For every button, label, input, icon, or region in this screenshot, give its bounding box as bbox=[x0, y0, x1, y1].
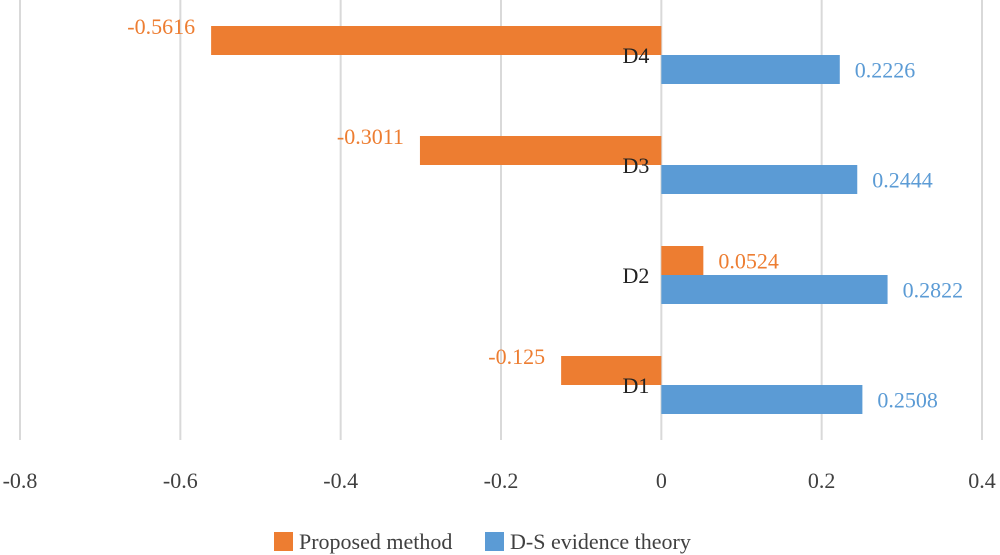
bar-proposed-method-d4 bbox=[211, 26, 662, 55]
bar-proposed-method-d3 bbox=[419, 136, 662, 165]
bar-d-s-evidence-theory-d3 bbox=[661, 165, 858, 194]
legend-swatch-proposed-method bbox=[274, 532, 293, 551]
x-tick-label-0: 0 bbox=[656, 468, 667, 493]
category-label-d3: D3 bbox=[622, 153, 649, 178]
data-label-proposed-method-d4: -0.5616 bbox=[127, 14, 195, 39]
x-tick-label-0-2: -0.2 bbox=[484, 468, 519, 493]
category-label-d1: D1 bbox=[622, 373, 649, 398]
legend: Proposed method D-S evidence theory bbox=[274, 529, 691, 554]
bar-d-s-evidence-theory-d2 bbox=[661, 275, 888, 304]
x-tick-label-0-8: -0.8 bbox=[3, 468, 38, 493]
data-label-d-s-evidence-theory-d1: 0.2508 bbox=[877, 388, 938, 413]
bar-d-s-evidence-theory-d4 bbox=[661, 55, 840, 84]
x-tick-label-0-4: -0.4 bbox=[323, 468, 358, 493]
data-label-proposed-method-d2: 0.0524 bbox=[718, 249, 779, 274]
bar-d-s-evidence-theory-d1 bbox=[661, 385, 863, 414]
x-axis-tick-labels: -0.8 -0.6 -0.4 -0.2 0 0.2 0.4 bbox=[3, 468, 996, 493]
data-label-proposed-method-d3: -0.3011 bbox=[337, 124, 404, 149]
data-labels: -0.125 0.2508 0.0524 0.2822 -0.3011 0.2444 -0.… bbox=[127, 14, 963, 413]
bar-proposed-method-d1 bbox=[561, 356, 662, 385]
legend-label-proposed-method: Proposed method bbox=[299, 529, 452, 554]
data-label-d-s-evidence-theory-d4: 0.2226 bbox=[855, 58, 916, 83]
data-label-d-s-evidence-theory-d3: 0.2444 bbox=[872, 168, 933, 193]
category-label-d4: D4 bbox=[622, 43, 649, 68]
bar-proposed-method-d2 bbox=[661, 246, 704, 275]
category-labels: D1 D2 D3 D4 bbox=[622, 43, 649, 398]
data-label-proposed-method-d1: -0.125 bbox=[488, 344, 545, 369]
legend-swatch-ds-evidence-theory bbox=[485, 532, 504, 551]
x-tick-label-0-2: 0.2 bbox=[808, 468, 836, 493]
category-label-d2: D2 bbox=[622, 263, 649, 288]
bars bbox=[211, 26, 888, 414]
x-tick-label-0-6: -0.6 bbox=[163, 468, 198, 493]
x-tick-label-0-4: 0.4 bbox=[968, 468, 996, 493]
data-label-d-s-evidence-theory-d2: 0.2822 bbox=[903, 278, 964, 303]
legend-label-ds-evidence-theory: D-S evidence theory bbox=[510, 529, 691, 554]
